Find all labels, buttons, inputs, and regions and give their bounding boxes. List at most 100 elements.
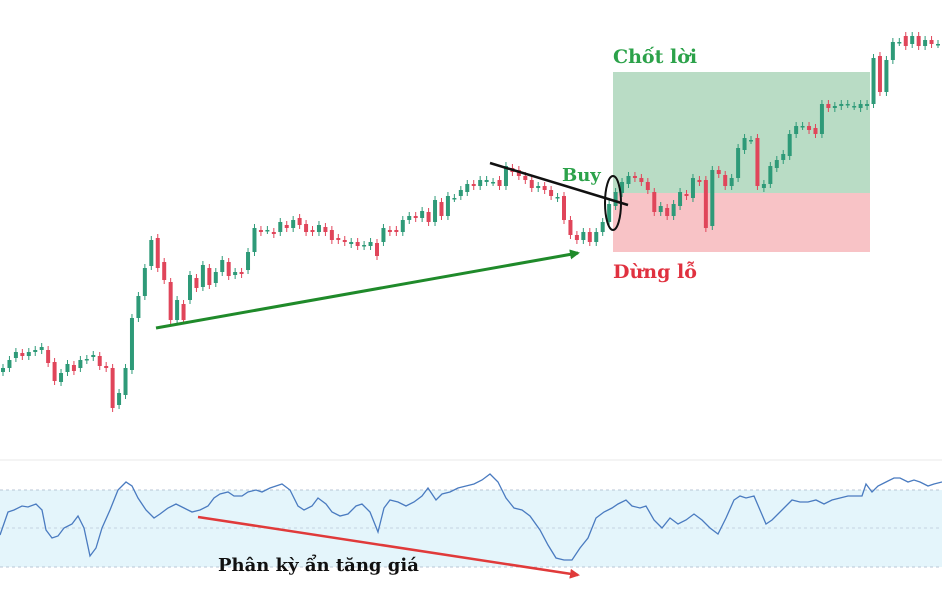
candle-body <box>620 182 625 193</box>
candle-body <box>755 138 760 186</box>
candle-body <box>549 190 554 196</box>
candle-body <box>233 272 238 275</box>
candle-body <box>465 184 470 192</box>
candle-body <box>104 366 109 368</box>
candle-body <box>555 197 560 199</box>
candle-body <box>362 245 367 247</box>
candle-body <box>33 350 38 352</box>
candle-body <box>845 104 850 106</box>
candle-body <box>387 230 392 232</box>
candle-body <box>239 272 244 274</box>
candle-body <box>729 178 734 186</box>
oscillator-line <box>0 473 942 561</box>
candle-body <box>7 360 12 368</box>
candle-body <box>1 368 5 372</box>
candle-body <box>503 166 508 186</box>
candle-body <box>452 198 457 200</box>
candle-body <box>839 104 844 106</box>
candle-body <box>871 58 876 104</box>
stop-loss-zone <box>613 193 870 252</box>
candle-body <box>710 170 715 226</box>
candle-body <box>781 154 786 160</box>
candle-body <box>652 192 657 212</box>
candle-body <box>213 272 218 283</box>
candle-body <box>181 304 186 320</box>
candle-body <box>78 360 83 368</box>
candle-body <box>890 42 895 60</box>
candle-body <box>491 182 496 184</box>
candle-body <box>123 368 128 395</box>
candle-body <box>59 373 64 382</box>
oscillator-trend-arrow <box>197 515 580 579</box>
candle-body <box>639 178 644 182</box>
candle-body <box>13 352 18 358</box>
candle-body <box>413 216 418 218</box>
candle-body <box>574 235 579 240</box>
candle-body <box>342 240 347 242</box>
candle-body <box>291 220 296 228</box>
stop-loss-label: Dừng lỗ <box>613 261 697 283</box>
candle-body <box>774 160 779 168</box>
candle-body <box>207 268 212 285</box>
candle-body <box>162 262 167 280</box>
candle-body <box>400 220 405 232</box>
candle-body <box>471 184 476 186</box>
candle-body <box>433 200 438 222</box>
candle-body <box>375 243 379 256</box>
candle-body <box>439 202 444 216</box>
candle-body <box>355 242 360 246</box>
candle-body <box>484 180 489 182</box>
candle-body <box>903 36 908 46</box>
candle-body <box>297 218 302 225</box>
candle-body <box>826 104 831 108</box>
candle-body <box>749 140 753 142</box>
candle-body <box>226 262 231 276</box>
candle-body <box>897 42 902 44</box>
candle-body <box>703 180 708 228</box>
candle-body <box>832 106 837 108</box>
candle-body <box>336 238 341 240</box>
candle-body <box>658 206 663 212</box>
candle-body <box>497 180 502 186</box>
candle-body <box>91 355 96 357</box>
candle-body <box>220 260 225 272</box>
candle-body <box>329 230 334 240</box>
candle-body <box>716 170 721 174</box>
buy-entry-circle <box>604 175 622 231</box>
candle-body <box>304 224 309 232</box>
take-profit-zone <box>613 72 870 193</box>
candle-body <box>381 228 386 242</box>
candle-body <box>194 278 199 288</box>
candle-body <box>368 242 373 246</box>
candle-body <box>819 104 824 134</box>
candle-body <box>394 230 399 232</box>
candle-body <box>678 192 683 206</box>
candle-body <box>458 190 463 196</box>
candle-body <box>761 184 766 188</box>
candle-body <box>136 296 141 318</box>
candle-body <box>600 222 605 232</box>
candle-body <box>768 166 773 184</box>
candle-body <box>613 192 618 206</box>
candle-body <box>71 365 76 371</box>
candle-body <box>858 104 863 108</box>
candle-body <box>632 176 637 178</box>
candle-body <box>284 225 289 228</box>
candle-body <box>478 180 483 186</box>
candle-body <box>852 106 857 108</box>
candle-body <box>175 300 180 320</box>
candle-body <box>39 347 44 350</box>
candle-body <box>884 60 889 92</box>
candle-body <box>129 318 134 370</box>
candle-body <box>581 232 586 240</box>
candle-body <box>323 227 328 232</box>
candle-body <box>587 232 592 242</box>
candle-body <box>813 128 818 134</box>
candle-body <box>742 138 747 150</box>
candle-body <box>800 126 805 128</box>
candle-body <box>84 359 89 361</box>
candle-body <box>665 208 670 216</box>
candle-body <box>420 211 425 218</box>
candle-body <box>568 220 573 235</box>
candle-body <box>142 268 147 296</box>
